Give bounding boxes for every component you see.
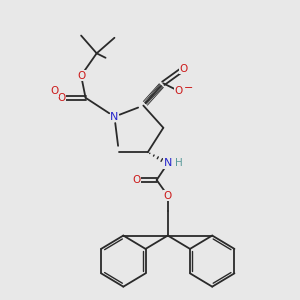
Text: −: − (184, 83, 194, 93)
Text: O: O (57, 93, 65, 103)
Text: H: H (175, 158, 183, 168)
Text: O: O (77, 70, 85, 81)
Text: O: O (175, 86, 183, 96)
Text: N: N (164, 158, 172, 168)
Text: N: N (110, 112, 118, 122)
Text: O: O (133, 175, 141, 185)
Text: O: O (50, 86, 59, 96)
Text: O: O (179, 64, 188, 74)
Text: O: O (164, 190, 172, 201)
